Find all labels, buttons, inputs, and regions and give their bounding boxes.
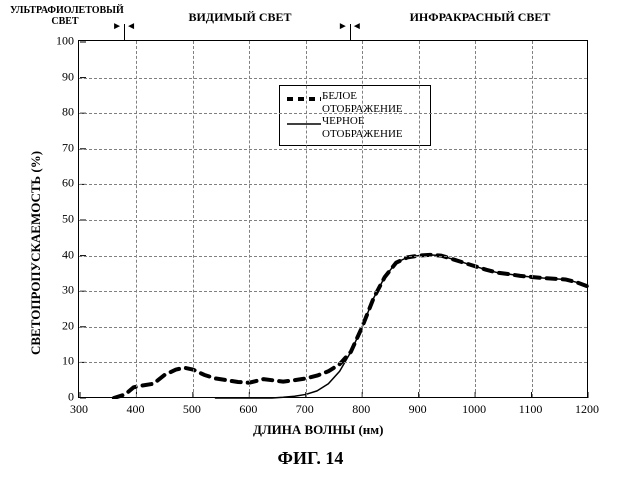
- ytick-label: 90: [48, 69, 74, 84]
- ytick-label: 0: [48, 390, 74, 405]
- uv-region-label: УЛЬТРАФИОЛЕТОВЫЙ СВЕТ: [10, 6, 120, 27]
- xtick-label: 1100: [519, 402, 543, 417]
- uv-label-line2: СВЕТ: [51, 16, 78, 27]
- plot-area: БЕЛОЕ ОТОБРАЖЕНИЕ ЧЕРНОЕ ОТОБРАЖЕНИЕ: [78, 40, 588, 398]
- y-axis-title: СВЕТОПРОПУСКАЕМОСТЬ (%): [28, 151, 44, 355]
- ytick-label: 100: [48, 34, 74, 49]
- ytick-label: 20: [48, 318, 74, 333]
- xtick-label: 500: [183, 402, 201, 417]
- legend-box: БЕЛОЕ ОТОБРАЖЕНИЕ ЧЕРНОЕ ОТОБРАЖЕНИЕ: [279, 85, 431, 146]
- ytick-label: 40: [48, 247, 74, 262]
- ytick-label: 10: [48, 354, 74, 369]
- xtick-label: 800: [352, 402, 370, 417]
- legend-sample-black: [286, 115, 322, 127]
- xtick-label: 1000: [462, 402, 486, 417]
- ytick-label: 80: [48, 105, 74, 120]
- ytick-label: 30: [48, 283, 74, 298]
- ytick-label: 70: [48, 140, 74, 155]
- xtick-label: 900: [409, 402, 427, 417]
- spectrum-region-labels: УЛЬТРАФИОЛЕТОВЫЙ СВЕТ ВИДИМЫЙ СВЕТ ИНФРА…: [60, 6, 611, 36]
- xtick-label: 700: [296, 402, 314, 417]
- ytick-label: 50: [48, 212, 74, 227]
- chart-container: УЛЬТРАФИОЛЕТОВЫЙ СВЕТ ВИДИМЫЙ СВЕТ ИНФРА…: [0, 0, 621, 500]
- uv-label-line1: УЛЬТРАФИОЛЕТОВЫЙ: [10, 5, 124, 16]
- visible-region-label: ВИДИМЫЙ СВЕТ: [140, 10, 340, 25]
- ir-region-label: ИНФРАКРАСНЫЙ СВЕТ: [370, 10, 590, 25]
- figure-caption: ФИГ. 14: [0, 448, 621, 469]
- xtick-label: 400: [126, 402, 144, 417]
- xtick-label: 600: [239, 402, 257, 417]
- ytick-label: 60: [48, 176, 74, 191]
- x-axis-title: ДЛИНА ВОЛНЫ (нм): [253, 422, 383, 438]
- legend-sample-white: [286, 90, 322, 102]
- xtick-label: 1200: [575, 402, 599, 417]
